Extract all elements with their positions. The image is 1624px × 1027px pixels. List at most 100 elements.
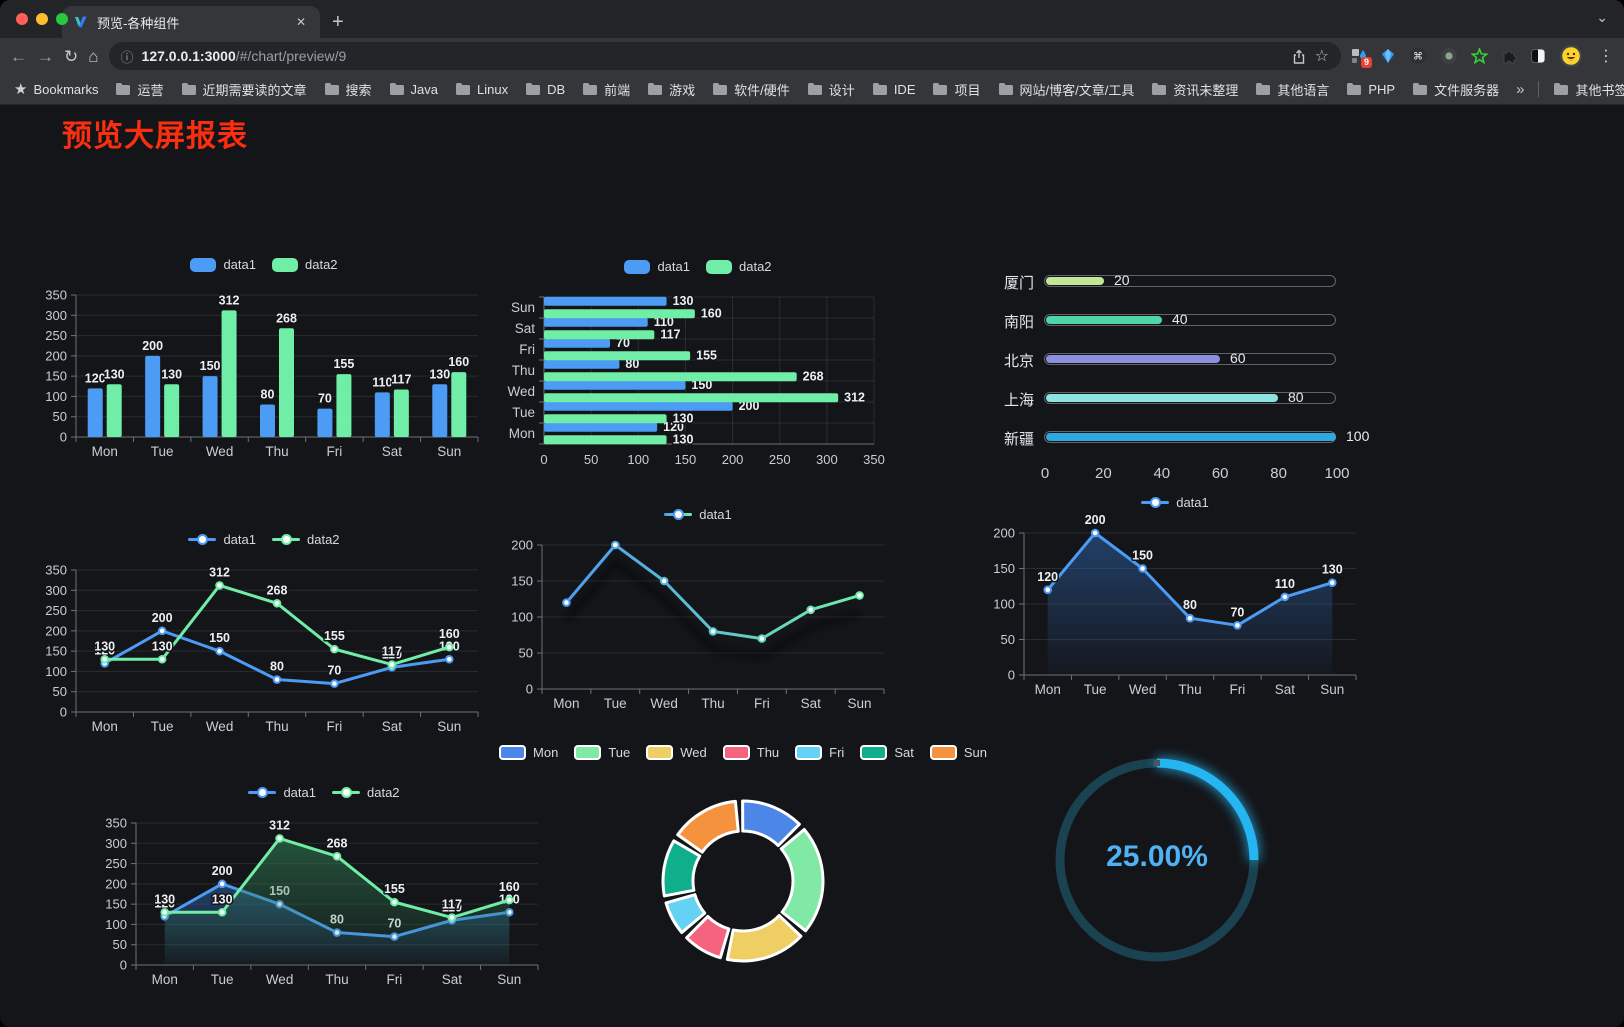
zoom-window-button[interactable] <box>56 13 68 25</box>
legend-item[interactable]: data1 <box>624 259 690 274</box>
site-info-icon[interactable]: ⓘ <box>120 49 134 65</box>
bookmark-item[interactable]: 搜索 <box>324 80 372 99</box>
svg-text:120: 120 <box>154 896 175 910</box>
tab-search-chevron-icon[interactable]: ⌄ <box>1596 9 1608 25</box>
tab-strip: 预览-各种组件 ✕ + ⌄ <box>0 0 1624 38</box>
bookmark-item[interactable]: 项目 <box>932 80 981 99</box>
bookmark-item[interactable]: 前端 <box>582 80 630 99</box>
folder-icon <box>1256 83 1271 95</box>
bookmark-item[interactable]: Java <box>389 82 438 97</box>
svg-text:Mon: Mon <box>92 719 118 734</box>
puzzle-extension-icon[interactable] <box>1501 48 1517 64</box>
svg-text:Wed: Wed <box>650 696 678 711</box>
folder-icon <box>807 83 822 95</box>
legend-item[interactable]: Fri <box>795 745 844 760</box>
tab-close-icon[interactable]: ✕ <box>295 15 306 29</box>
legend-item[interactable]: Thu <box>722 745 779 760</box>
contrast-extension-icon[interactable] <box>1530 48 1546 64</box>
svg-text:312: 312 <box>844 390 865 404</box>
bookmarks-overflow-icon[interactable]: » <box>1516 80 1525 98</box>
folder-icon <box>1413 83 1428 95</box>
svg-text:150: 150 <box>45 644 67 659</box>
svg-text:Sat: Sat <box>382 444 403 459</box>
legend-item[interactable]: data2 <box>272 532 340 547</box>
legend-item[interactable]: Tue <box>574 745 630 760</box>
tab-title: 预览-各种组件 <box>97 15 180 31</box>
bookmark-item[interactable]: 文件服务器 <box>1412 80 1499 99</box>
legend-item[interactable]: Mon <box>499 745 558 760</box>
svg-text:130: 130 <box>152 639 173 653</box>
close-window-button[interactable] <box>16 13 28 25</box>
chart-legend: data1 data2 <box>38 257 490 272</box>
svg-text:268: 268 <box>327 836 348 850</box>
bookmark-item[interactable]: 资讯未整理 <box>1151 80 1238 99</box>
svg-text:Sat: Sat <box>515 321 536 336</box>
folder-icon <box>181 83 196 95</box>
new-tab-button[interactable]: + <box>332 11 344 33</box>
minimize-window-button[interactable] <box>36 13 48 25</box>
bookmark-item[interactable]: 软件/硬件 <box>712 80 790 99</box>
svg-text:312: 312 <box>269 818 290 832</box>
svg-text:0: 0 <box>540 452 547 467</box>
bookmark-item[interactable]: 近期需要读的文章 <box>181 80 307 99</box>
bookmark-item[interactable]: PHP <box>1346 82 1395 97</box>
legend-item[interactable]: data2 <box>332 785 400 800</box>
legend-item[interactable]: data1 <box>664 507 732 522</box>
svg-text:200: 200 <box>1085 513 1106 527</box>
svg-text:150: 150 <box>993 561 1015 576</box>
bookmark-item[interactable]: DB <box>525 82 565 97</box>
legend-item[interactable]: data2 <box>706 259 772 274</box>
share-icon[interactable] <box>1291 48 1307 65</box>
gem-extension-icon[interactable] <box>1380 48 1396 64</box>
legend-item[interactable]: data1 <box>190 257 256 272</box>
legend-item[interactable]: data1 <box>1141 495 1209 510</box>
legend-item[interactable]: data1 <box>188 532 256 547</box>
bookmark-item[interactable]: 游戏 <box>647 80 695 99</box>
legend-item[interactable]: Sat <box>860 745 914 760</box>
svg-text:0: 0 <box>60 705 67 720</box>
folder-icon <box>998 83 1013 95</box>
bookmark-star-icon[interactable]: ☆ <box>1314 48 1329 65</box>
command-extension-icon[interactable]: ⌘ <box>1409 47 1427 65</box>
record-extension-icon[interactable] <box>1440 47 1458 65</box>
bookmarks-manager[interactable]: ★ Bookmarks <box>14 80 98 98</box>
green-star-extension-icon[interactable] <box>1471 47 1488 65</box>
reload-button[interactable]: ↻ <box>64 46 79 66</box>
other-bookmarks-folder[interactable]: 其他书签 <box>1553 80 1624 99</box>
svg-text:50: 50 <box>519 646 533 661</box>
svg-text:350: 350 <box>105 816 127 831</box>
legend-item[interactable]: data2 <box>272 257 338 272</box>
address-bar[interactable]: ⓘ 127.0.0.1:3000/#/chart/preview/9 ☆ <box>108 42 1341 70</box>
bookmark-item[interactable]: 设计 <box>807 80 855 99</box>
svg-text:80: 80 <box>270 660 284 674</box>
svg-text:350: 350 <box>45 288 67 303</box>
svg-text:70: 70 <box>1230 605 1244 619</box>
bookmarks-bar: ★ Bookmarks 运营 近期需要读的文章 搜索 Java Linux DB 前端 游戏软… <box>0 74 1624 105</box>
bookmark-item[interactable]: 其他语言 <box>1255 80 1329 99</box>
svg-text:Sun: Sun <box>1320 682 1344 697</box>
bookmark-item[interactable]: IDE <box>872 82 915 97</box>
window-controls[interactable] <box>16 13 68 25</box>
svg-text:117: 117 <box>660 327 680 341</box>
profile-avatar[interactable] <box>1559 44 1583 68</box>
bookmarks-star-icon: ★ <box>14 81 28 98</box>
browser-tab[interactable]: 预览-各种组件 ✕ <box>62 6 320 38</box>
forward-button[interactable]: → <box>37 46 54 66</box>
svg-text:120: 120 <box>663 420 684 434</box>
bookmark-item[interactable]: 网站/博客/文章/工具 <box>998 80 1134 99</box>
legend-item[interactable]: data1 <box>248 785 316 800</box>
svg-text:Wed: Wed <box>206 719 234 734</box>
bookmark-item[interactable]: Linux <box>455 82 508 97</box>
svg-text:Tue: Tue <box>512 405 535 420</box>
browser-menu-icon[interactable]: ⋮ <box>1598 48 1614 65</box>
legend-item[interactable]: Sun <box>929 745 987 760</box>
back-button[interactable]: ← <box>10 46 27 66</box>
svg-text:Fri: Fri <box>327 444 343 459</box>
legend-item[interactable]: Wed <box>646 745 707 760</box>
svg-text:Thu: Thu <box>512 363 535 378</box>
bookmark-item[interactable]: 运营 <box>115 80 164 99</box>
browser-toolbar: ← → ↻ ⌂ ⓘ 127.0.0.1:3000/#/chart/preview… <box>0 38 1624 74</box>
url-path: /#/chart/preview/9 <box>235 48 347 64</box>
proxy-extension-icon[interactable]: 9 <box>1351 48 1372 68</box>
home-button[interactable]: ⌂ <box>88 46 99 66</box>
